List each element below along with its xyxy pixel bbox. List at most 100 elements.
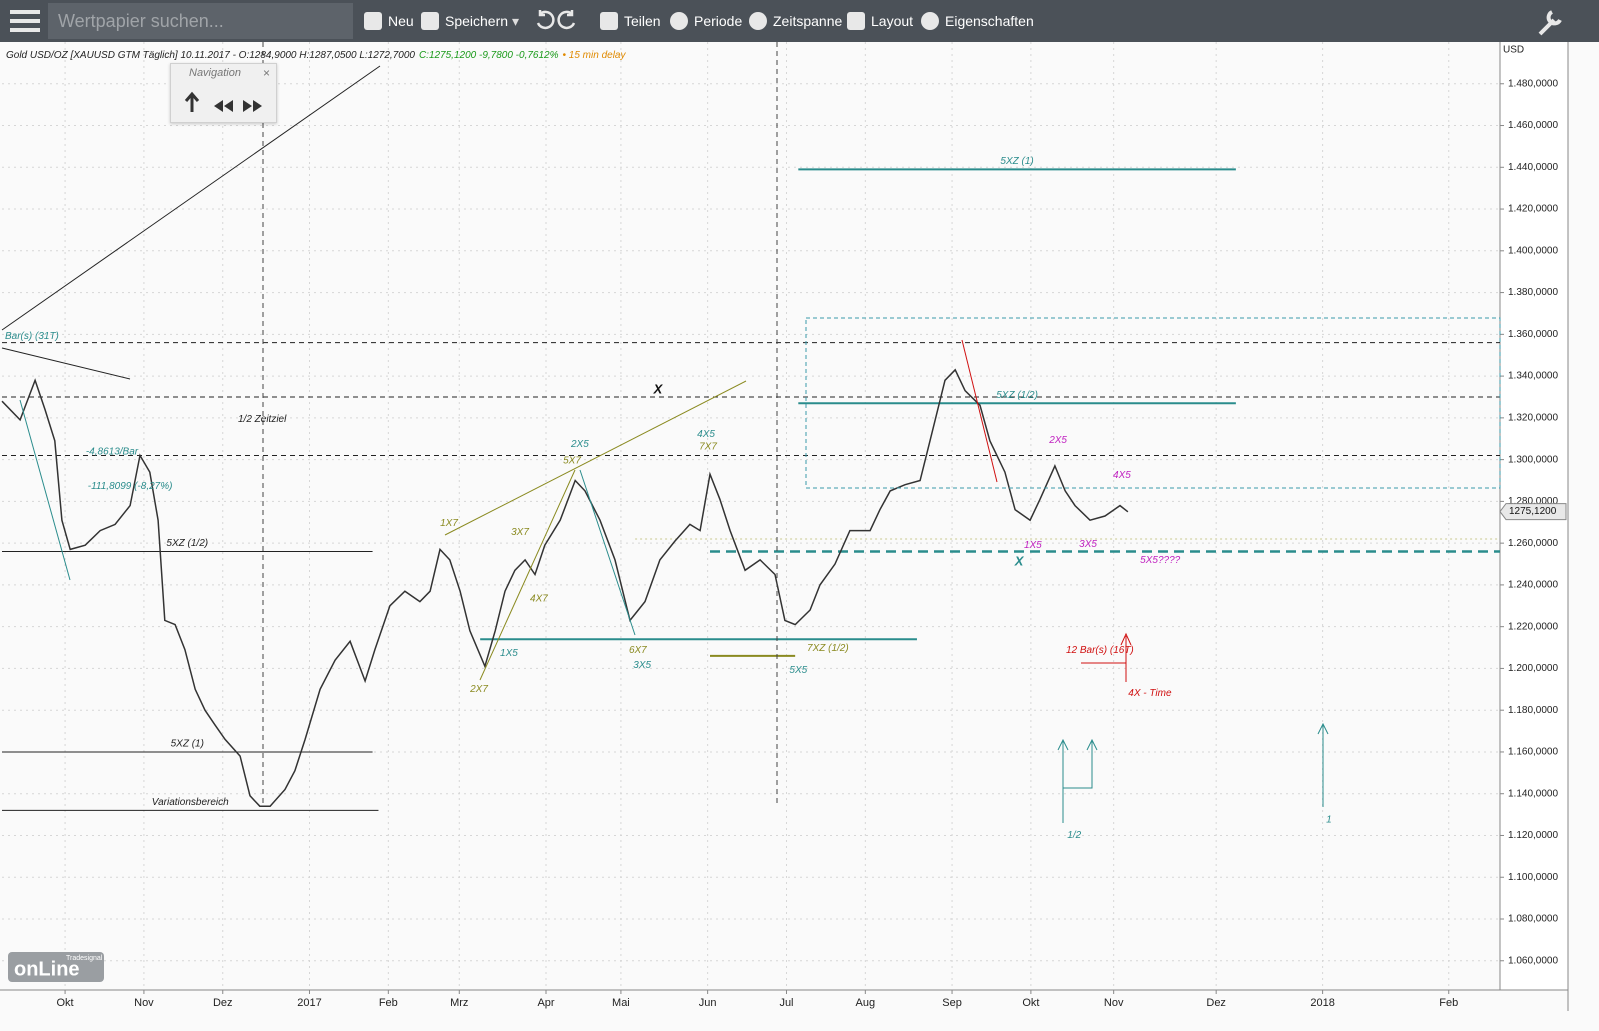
annotation: 1X5 bbox=[1024, 540, 1042, 551]
search-box[interactable]: Wertpapier suchen... bbox=[48, 3, 353, 39]
x-tick-label: Dez bbox=[213, 997, 233, 1009]
annotation: 2X7 bbox=[469, 684, 488, 695]
annotation: X bbox=[653, 382, 664, 397]
trendline bbox=[961, 339, 998, 483]
background bbox=[0, 42, 1599, 1031]
y-tick-label: 1.060,0000 bbox=[1508, 955, 1558, 966]
y-tick-label: 1.140,0000 bbox=[1508, 788, 1558, 799]
level-label: 5XZ (1/2) bbox=[166, 538, 208, 549]
annotation: 3X7 bbox=[511, 527, 529, 538]
y-tick-label: 1.340,0000 bbox=[1508, 371, 1558, 382]
annotation: 1X5 bbox=[500, 648, 518, 659]
toolbar-button[interactable]: Zeitspanne bbox=[749, 11, 842, 31]
button-label: Layout bbox=[871, 13, 914, 29]
y-unit: USD bbox=[1503, 45, 1524, 56]
button-label: Zeitspanne bbox=[773, 13, 843, 29]
dropdown[interactable]: ▾ bbox=[512, 13, 520, 29]
y-tick-label: 1.220,0000 bbox=[1508, 621, 1558, 632]
toolbar-button[interactable]: Layout bbox=[847, 11, 913, 31]
y-tick-label: 1.280,0000 bbox=[1508, 496, 1558, 507]
navigation-buttons[interactable] bbox=[171, 86, 276, 120]
annotation: 4X7 bbox=[530, 594, 548, 605]
toolbar-button[interactable]: Speichern bbox=[421, 11, 508, 31]
y-tick-label: 1.440,0000 bbox=[1508, 162, 1558, 173]
toolbar: Wertpapier suchen... Neu Speichern ▾ Tei… bbox=[0, 0, 1599, 42]
annotation: 1X7 bbox=[440, 518, 458, 529]
x-tick-label: Jul bbox=[779, 997, 793, 1009]
zone-box bbox=[805, 317, 1501, 489]
toolbar-button[interactable]: Neu bbox=[364, 11, 414, 31]
annotation: 1 bbox=[1326, 814, 1332, 825]
x-tick-label: Jun bbox=[699, 997, 717, 1009]
x-tick-label: Mai bbox=[612, 997, 630, 1009]
annotation: 12 Bar(s) (16T) bbox=[1066, 645, 1134, 656]
y-tick-label: 1.300,0000 bbox=[1508, 454, 1558, 465]
x-tick-label: Okt bbox=[57, 997, 74, 1009]
level-label: 5XZ (1/2) bbox=[996, 390, 1038, 401]
y-tick-label: 1.180,0000 bbox=[1508, 705, 1558, 716]
change-text: C:1275,1200 -9,7800 -0,7612% bbox=[419, 50, 559, 61]
x-tick-label: Aug bbox=[856, 997, 876, 1009]
annotation: 7XZ (1/2) bbox=[807, 643, 849, 654]
y-tick-label: 1.380,0000 bbox=[1508, 287, 1558, 298]
y-tick-label: 1.400,0000 bbox=[1508, 245, 1558, 256]
button-label: Teilen bbox=[624, 13, 661, 29]
trendline bbox=[1, 347, 131, 380]
x-tick-label: Okt bbox=[1022, 997, 1039, 1009]
annotation: Bar(s) (31T) bbox=[5, 331, 59, 342]
y-tick-label: 1.460,0000 bbox=[1508, 120, 1558, 131]
annotation: -111,8099 (-8,27%) bbox=[88, 481, 173, 492]
annotation: 1/2 bbox=[1067, 830, 1081, 841]
close-button[interactable]: × bbox=[262, 66, 270, 80]
y-tick-label: 1.160,0000 bbox=[1508, 747, 1558, 758]
button-label: Neu bbox=[388, 13, 414, 29]
header-text: Gold USD/OZ [XAUUSD GTM Täglich] 10.11.2… bbox=[6, 50, 415, 61]
last-price-box bbox=[1499, 503, 1567, 521]
annotation: 1/2 Zeitziel bbox=[238, 414, 287, 425]
y-tick-label: 1.320,0000 bbox=[1508, 412, 1558, 423]
delay-text: • 15 min delay bbox=[563, 50, 627, 61]
toolbar-button[interactable]: Periode bbox=[670, 11, 742, 31]
trendline bbox=[444, 380, 747, 536]
logo-name: onLine bbox=[14, 958, 80, 980]
level-label: 5XZ (1) bbox=[171, 739, 204, 750]
drawings: Bar(s) (31T) 1/2 Zeitziel -4,8613/Bar -111,… bbox=[1, 42, 1567, 841]
y-tick-label: 1.260,0000 bbox=[1508, 538, 1558, 549]
logo-badge bbox=[8, 952, 104, 982]
time-arrow bbox=[1317, 722, 1329, 807]
y-tick-label: 1.200,0000 bbox=[1508, 663, 1558, 674]
y-tick-label: 1.420,0000 bbox=[1508, 204, 1558, 215]
x-tick-label: 2018 bbox=[1310, 997, 1334, 1009]
logo-brand: Tradesignal bbox=[66, 955, 103, 962]
annotation: 4X5 bbox=[1113, 470, 1131, 481]
settings-wrench[interactable] bbox=[1536, 0, 1566, 42]
y-tick-label: 1.100,0000 bbox=[1508, 872, 1558, 883]
x-tick-label: Feb bbox=[379, 997, 398, 1009]
last-price-label: 1275,1200 bbox=[1509, 506, 1557, 517]
level-label: Variationsbereich bbox=[152, 797, 229, 808]
x-tick-label: Nov bbox=[134, 997, 154, 1009]
x-tick-label: Nov bbox=[1104, 997, 1124, 1009]
annotation: 7X7 bbox=[699, 442, 717, 453]
trendline bbox=[579, 469, 636, 636]
x-tick-label: 2017 bbox=[297, 997, 321, 1009]
annotation: 4X - Time bbox=[1128, 688, 1172, 699]
annotation: 6X7 bbox=[629, 645, 647, 656]
toolbar-button[interactable]: Teilen bbox=[600, 11, 661, 31]
toolbar-button[interactable]: Eigenschaften bbox=[921, 11, 1034, 31]
menu-button[interactable] bbox=[6, 0, 46, 42]
y-tick-label: 1.360,0000 bbox=[1508, 329, 1558, 340]
annotation: X bbox=[1014, 553, 1025, 568]
undo-redo[interactable] bbox=[530, 0, 580, 42]
chart-header: Gold USD/OZ [XAUUSD GTM Täglich] 10.11.2… bbox=[6, 50, 626, 61]
y-tick-label: 1.480,0000 bbox=[1508, 78, 1558, 89]
time-arrow bbox=[1081, 632, 1132, 682]
x-tick-label: Mrz bbox=[450, 997, 468, 1009]
annotation: 2X5 bbox=[1048, 435, 1067, 446]
y-tick-label: 1.080,0000 bbox=[1508, 914, 1558, 925]
annotation: -4,8613/Bar bbox=[86, 447, 139, 458]
annotation: 5X7 bbox=[563, 456, 581, 467]
button-label: Eigenschaften bbox=[945, 13, 1034, 29]
